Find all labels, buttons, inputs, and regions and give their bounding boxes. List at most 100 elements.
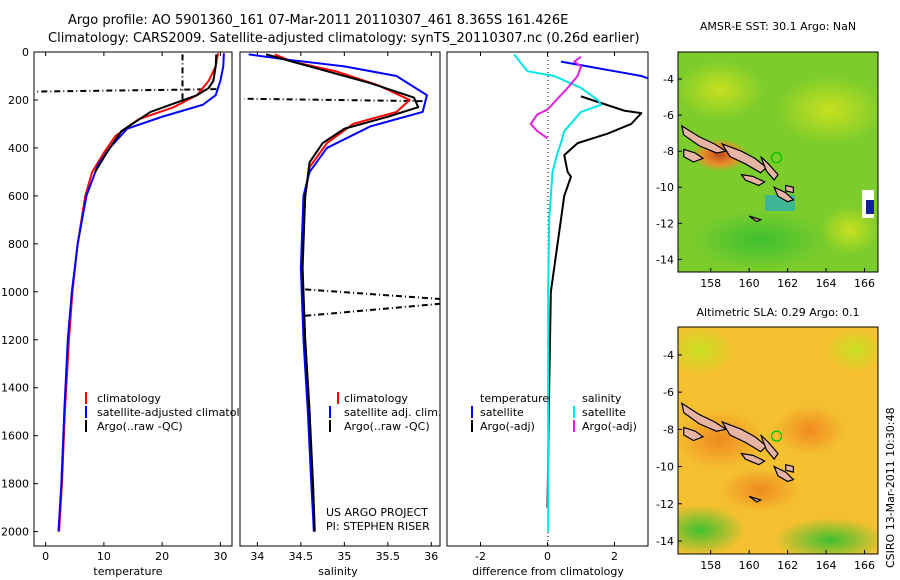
sst-map-title: AMSR-E SST: 30.1 Argo: NaN [700,20,856,33]
legend-label-argo: Argo(..raw -QC) [344,420,430,433]
salinity-argo-spike [305,288,440,300]
sst-map-ticks: 158 160 162 164 166 -4 -6 -8 -10 -12 -14 [656,73,875,290]
island-outline [740,173,766,187]
argo-position-marker [770,152,783,164]
difference-ticks: -2 0 2 [475,52,618,563]
temperature-axes-frame [33,51,233,547]
temperature-ytick-label: 1000 [1,286,29,299]
map-ytick-label: -6 [663,386,674,399]
temperature-xtick-label: 10 [97,550,111,563]
map-xtick-label: 164 [816,277,837,290]
sla-land-shapes [680,402,795,503]
project-note-line1: US ARGO PROJECT [326,506,428,519]
map-xtick-label: 160 [739,277,760,290]
map-ytick-label: -10 [656,461,674,474]
map-ytick-label: -14 [656,253,674,266]
map-ytick-label: -8 [663,423,674,436]
temperature-ytick-label: 1200 [1,334,29,347]
sst-map-panel: AMSR-E SST: 30.1 Argo: NaN 158 160 162 164 1… [656,20,879,290]
sst-warm-blob [775,75,878,145]
legend-label-sal-satellite: satellite [582,406,626,419]
figure-title-line1: Argo profile: AO 5901360_161 07-Mar-2011… [68,13,568,28]
temperature-ytick-label: 400 [8,142,29,155]
temperature-xtick-label: 20 [155,550,169,563]
map-xtick-label: 158 [700,277,721,290]
sla-low-blob [678,327,735,375]
map-ytick-label: -4 [663,349,674,362]
salinity-xtick-label: 34 [250,550,264,563]
difference-xlabel: difference from climatology [472,565,624,578]
island-outline [760,156,779,182]
legend-label-temp-argo: Argo(-adj) [480,420,535,433]
temperature-ticks: 0 10 20 30 0 200 400 600 800 1000 1200 1400 1600 1800… [1,46,227,563]
island-outline [683,148,705,163]
temperature-ytick-label: 800 [8,238,29,251]
map-ytick-label: -14 [656,535,674,548]
salinity-xtick-label: 35 [337,550,351,563]
map-xtick-label: 160 [739,559,760,572]
salinity-xtick-label: 35.5 [376,550,401,563]
legend-header-salinity: salinity [582,392,622,405]
temperature-ytick-label: 1600 [1,430,29,443]
map-ytick-label: -8 [663,145,674,158]
temperature-ytick-label: 600 [8,190,29,203]
difference-series [513,53,648,532]
island-outline [740,452,766,466]
map-xtick-label: 158 [700,559,721,572]
temperature-ytick-label: 1800 [1,478,29,491]
sst-cool-blob [690,210,830,270]
sla-map-frame [677,326,879,555]
salinity-argo-spike [244,97,423,103]
temperature-ytick-label: 200 [8,94,29,107]
map-xtick-label: 164 [816,559,837,572]
temperature-argo-spike [36,88,217,93]
salinity-ticks: 34 34.5 35 35.5 36 [250,52,438,563]
sla-low-blob [678,505,745,554]
salinity-series-line [265,53,420,532]
sla-high-blob [775,405,845,455]
island-outline [785,463,794,473]
salinity-series [244,53,440,532]
salinity-xtick-label: 36 [424,550,438,563]
map-xtick-label: 162 [777,559,798,572]
map-ytick-label: -10 [656,181,674,194]
island-outline [760,434,779,461]
map-ytick-label: -6 [663,109,674,122]
legend-label-climatology: climatology [97,392,161,405]
map-ytick-label: -4 [663,73,674,86]
island-outline [748,215,763,223]
island-outline [680,402,728,432]
salinity-xlabel: salinity [318,565,358,578]
map-ytick-label: -12 [656,498,674,511]
sla-map-field [678,327,878,554]
salinity-argo-spike [305,302,440,317]
temperature-legend: climatology satellite-adjusted climatolo… [85,392,260,433]
temperature-xlabel: temperature [93,565,162,578]
figure-title-line2: Climatology: CARS2009. Satellite-adjuste… [48,31,640,46]
difference-series-line [513,53,603,532]
temperature-ytick-label: 2000 [1,526,29,539]
temperature-ytick-label: 0 [22,46,29,59]
island-outline [785,184,794,194]
project-note-line2: PI: STEPHEN RISER [326,520,430,533]
temperature-ytick-label: 1400 [1,382,29,395]
sla-map-panel: Altimetric SLA: 0.29 Argo: 0.1 158 160 162… [656,306,879,572]
legend-label-satellite: satellite adj. clim. [344,406,441,419]
salinity-panel: 34 34.5 35 35.5 36 salinity climatology sate… [239,51,441,578]
sst-missing-patch [866,200,874,214]
sla-map-title: Altimetric SLA: 0.29 Argo: 0.1 [696,306,859,319]
credit-stamp: CSIRO 13-Mar-2011 10:30:48 [884,407,897,568]
sst-warm-blob [678,60,765,120]
sla-map-ticks: 158 160 162 164 166 -4 -6 -8 -10 -12 -14 [656,349,875,572]
argo-position-marker [770,430,783,442]
island-outline [683,426,705,442]
salinity-xtick-label: 34.5 [289,550,314,563]
salinity-legend: climatology satellite adj. clim. Argo(..… [329,392,441,433]
map-xtick-label: 162 [777,277,798,290]
sla-low-blob [775,518,878,554]
difference-xtick-label: 0 [544,550,551,563]
island-outline [720,142,768,174]
sst-map-frame [677,51,879,273]
